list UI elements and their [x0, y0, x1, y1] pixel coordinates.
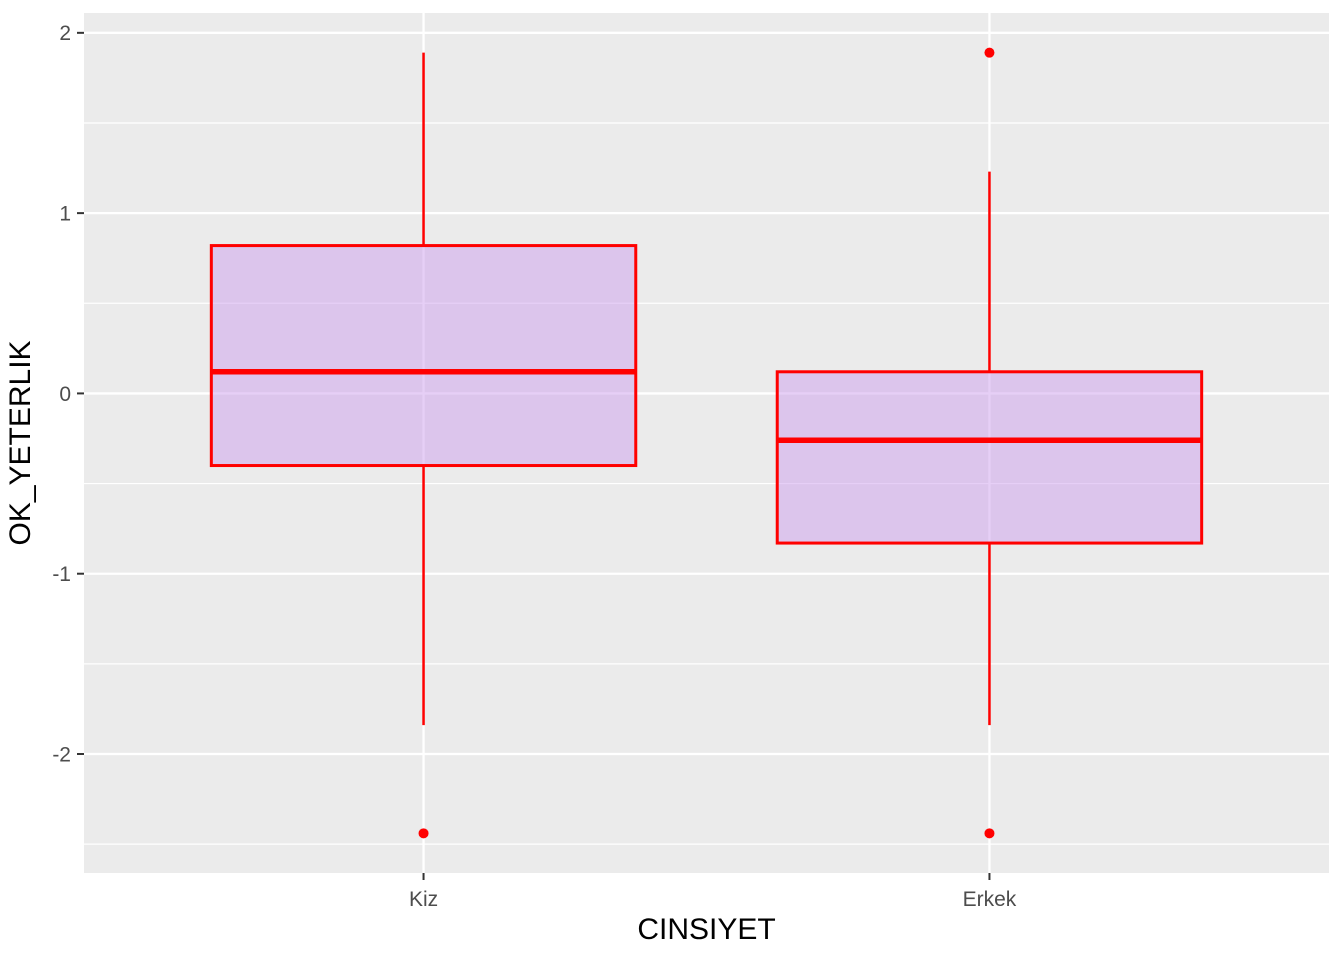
x-tick-label: Kiz — [409, 888, 438, 911]
y-axis-title: OK_YETERLIK — [4, 340, 37, 545]
outlier-point-kiz — [418, 828, 429, 839]
x-tick-label: Erkek — [963, 888, 1017, 911]
outlier-point-erkek — [984, 47, 995, 58]
x-axis-title: CINSIYET — [637, 913, 775, 946]
y-tick-label: -1 — [52, 563, 71, 586]
y-tick-label: 0 — [59, 383, 71, 406]
y-tick-label: 1 — [59, 202, 71, 225]
box-erkek — [775, 370, 1204, 545]
outlier-point-erkek — [984, 828, 995, 839]
y-tick-label: 2 — [59, 22, 71, 45]
box-kiz — [209, 244, 638, 468]
y-tick-label: -2 — [52, 743, 71, 766]
